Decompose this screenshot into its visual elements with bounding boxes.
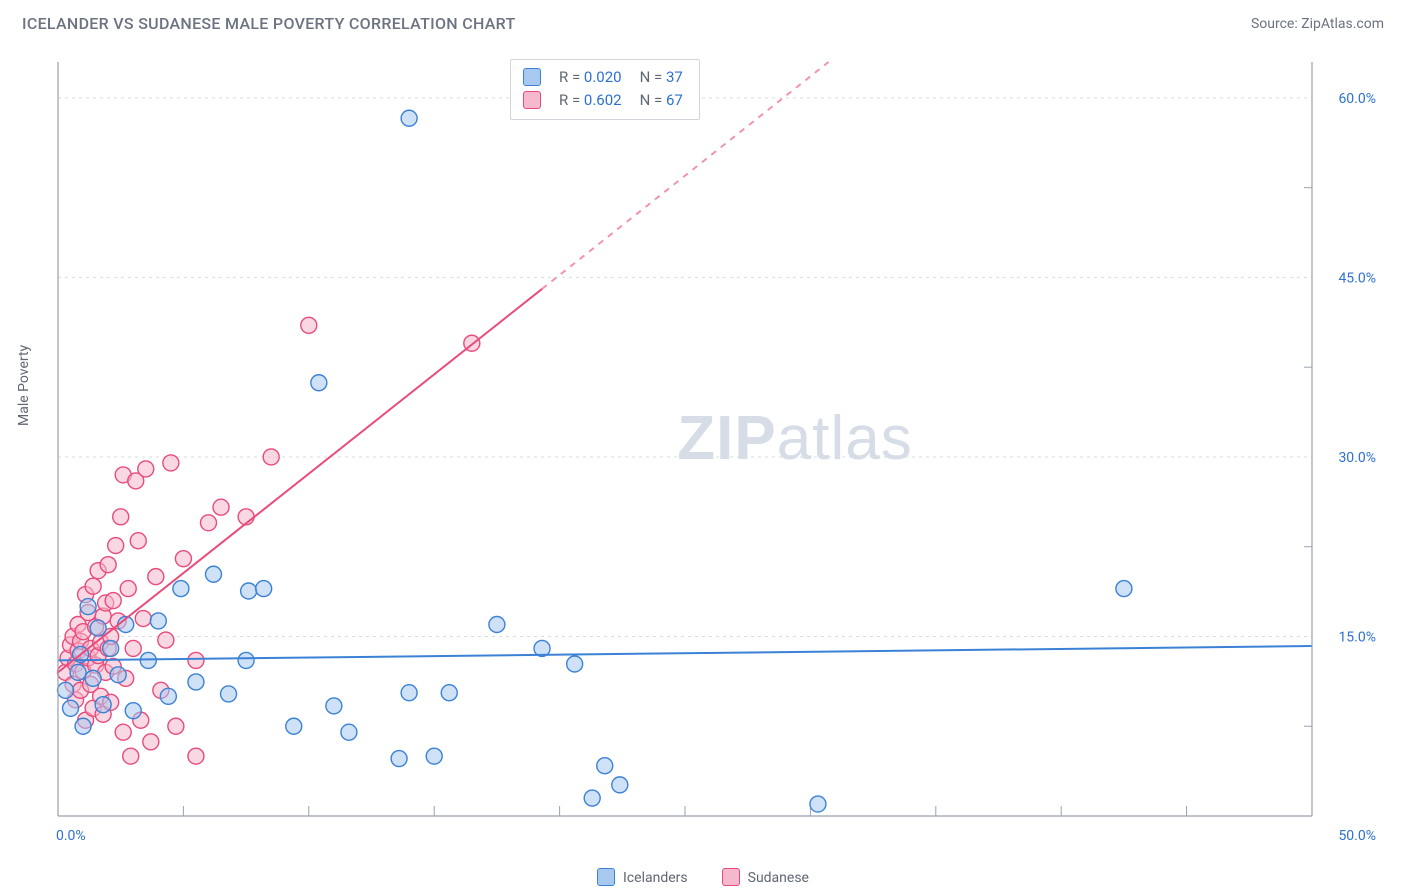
y-axis-label: Male Poverty	[16, 345, 32, 426]
svg-text:ZIPatlas: ZIPatlas	[677, 404, 912, 473]
svg-text:60.0%: 60.0%	[1338, 91, 1376, 107]
legend-item: Sudanese	[722, 868, 809, 886]
source-link[interactable]: ZipAtlas.com	[1301, 16, 1384, 32]
stats-row: R = 0.020N = 37	[523, 66, 683, 89]
chart-title: ICELANDER VS SUDANESE MALE POVERTY CORRE…	[22, 14, 516, 33]
svg-text:0.0%: 0.0%	[56, 828, 86, 844]
svg-text:30.0%: 30.0%	[1338, 450, 1376, 466]
legend: Icelanders Sudanese	[597, 868, 809, 886]
source-label: Source: ZipAtlas.com	[1251, 16, 1384, 32]
svg-text:50.0%: 50.0%	[1338, 828, 1376, 844]
scatter-plot: 15.0% 30.0% 45.0% 60.0% ZIPatlas 0.0% 50.0%	[22, 56, 1384, 856]
svg-text:15.0%: 15.0%	[1338, 629, 1376, 645]
svg-text:45.0%: 45.0%	[1338, 270, 1376, 286]
correlation-stats-box: R = 0.020N = 37R = 0.602N = 67	[510, 59, 700, 120]
chart-area: Male Poverty 15.0%30.0%45.0%60.0%ZIPatla…	[22, 56, 1384, 856]
legend-item: Icelanders	[597, 868, 688, 886]
stats-row: R = 0.602N = 67	[523, 89, 683, 112]
